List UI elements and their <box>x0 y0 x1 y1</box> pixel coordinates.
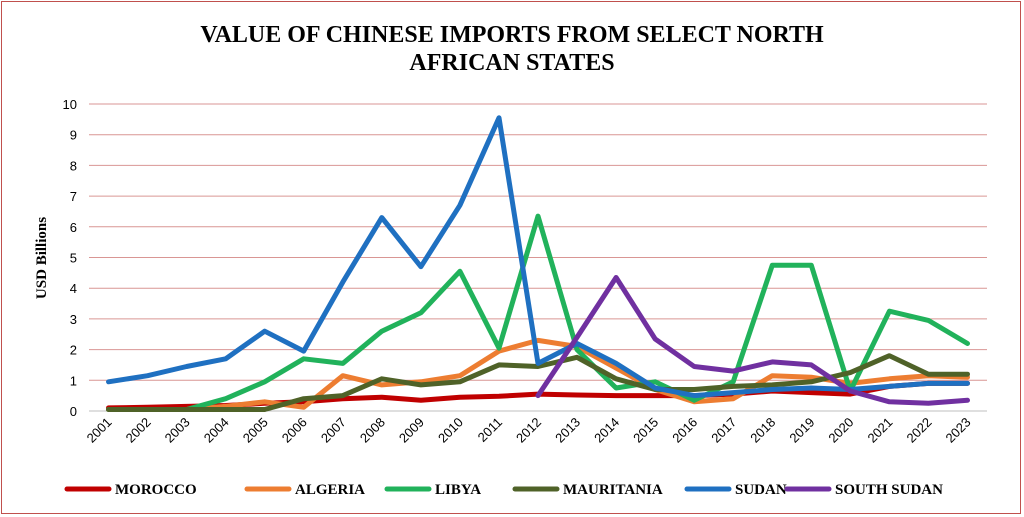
legend-label: ALGERIA <box>295 482 365 498</box>
series-line-south-sudan <box>535 275 970 406</box>
x-tick-label: 2006 <box>279 415 310 446</box>
x-tick-label: 2022 <box>903 415 934 446</box>
x-tick-label: 2009 <box>396 415 427 446</box>
x-axis-ticks: 2001 2002 2003 2004 2005 2006 2007 2008 2009 2010… <box>84 415 974 446</box>
x-tick-label: 2018 <box>747 415 778 446</box>
x-tick-label: 2021 <box>864 415 895 446</box>
y-tick-label: 8 <box>70 158 77 173</box>
x-tick-label: 2003 <box>162 415 193 446</box>
y-tick-label: 2 <box>70 343 77 358</box>
y-tick-label: 10 <box>63 97 77 112</box>
x-tick-label: 2012 <box>513 415 544 446</box>
x-tick-label: 2010 <box>435 415 466 446</box>
y-tick-label: 4 <box>70 281 77 296</box>
legend: MOROCCO ALGERIA LIBYA MAURITANIA SUDAN SOUTH … <box>64 482 943 498</box>
legend-label: MOROCCO <box>115 482 197 498</box>
x-tick-label: 2001 <box>84 415 115 446</box>
series-lines <box>106 115 970 412</box>
x-tick-label: 2002 <box>123 415 154 446</box>
chart-title-line1: VALUE OF CHINESE IMPORTS FROM SELECT NOR… <box>200 22 824 48</box>
x-tick-label: 2004 <box>201 415 232 446</box>
x-tick-label: 2008 <box>357 415 388 446</box>
y-tick-label: 3 <box>70 312 77 327</box>
legend-label: LIBYA <box>435 482 481 498</box>
x-tick-label: 2019 <box>786 415 817 446</box>
series-line-mauritania <box>106 353 970 412</box>
series-line-sudan <box>106 115 970 399</box>
y-tick-label: 7 <box>70 189 77 204</box>
x-tick-label: 2013 <box>552 415 583 446</box>
y-tick-label: 1 <box>70 373 77 388</box>
x-tick-label: 2015 <box>630 415 661 446</box>
legend-label: SUDAN <box>735 482 787 498</box>
y-tick-label: 6 <box>70 220 77 235</box>
x-tick-label: 2023 <box>943 415 974 446</box>
x-tick-label: 2007 <box>318 415 349 446</box>
y-tick-label: 5 <box>70 251 77 266</box>
chart-title-line2: AFRICAN STATES <box>409 50 614 76</box>
x-tick-label: 2017 <box>708 415 739 446</box>
legend-label: SOUTH SUDAN <box>835 482 943 498</box>
y-axis-label: USD Billions <box>34 217 50 299</box>
x-tick-label: 2016 <box>669 415 700 446</box>
series-line-libya <box>106 213 970 412</box>
y-axis-ticks: 0 1 2 3 4 5 6 7 8 9 10 <box>63 97 77 419</box>
y-tick-label: 9 <box>70 128 77 143</box>
x-tick-label: 2005 <box>240 415 271 446</box>
legend-label: MAURITANIA <box>563 482 663 498</box>
x-tick-label: 2020 <box>825 415 856 446</box>
x-tick-label: 2014 <box>591 415 622 446</box>
y-tick-label: 0 <box>70 404 77 419</box>
x-tick-label: 2011 <box>475 415 505 445</box>
